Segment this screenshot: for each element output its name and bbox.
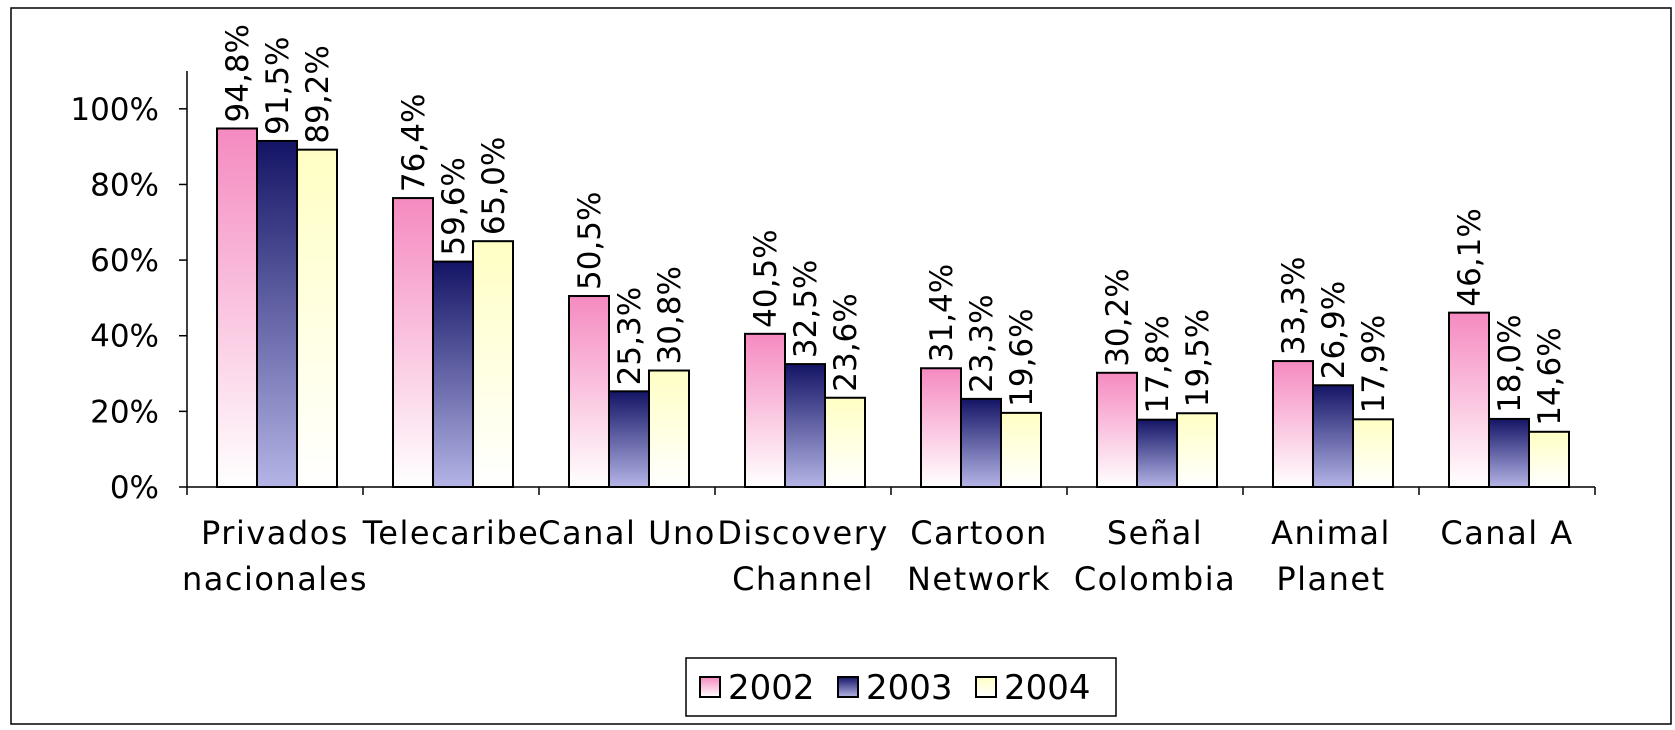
bar — [568, 295, 610, 488]
legend-label: 2004 — [1004, 668, 1091, 708]
y-tick-label: 0% — [110, 470, 159, 506]
x-tick-label: Canal A — [1440, 514, 1573, 552]
x-tick-label: Privados nacionales — [182, 514, 368, 598]
bar — [608, 390, 650, 489]
value-label: 25,3% — [612, 287, 648, 385]
value-label: 91,5% — [260, 36, 296, 134]
value-label: 17,9% — [1356, 315, 1392, 413]
bar — [824, 396, 866, 488]
y-tick-label: 100% — [70, 92, 159, 128]
bar — [648, 369, 690, 488]
bar — [784, 363, 826, 488]
bar — [744, 332, 786, 488]
value-label: 26,9% — [1316, 281, 1352, 379]
value-label: 19,6% — [1004, 308, 1040, 406]
value-label: 30,2% — [1100, 268, 1136, 366]
x-tick-label: Animal Planet — [1271, 514, 1391, 598]
bar — [1352, 418, 1394, 488]
bar — [256, 139, 298, 489]
value-label: 46,1% — [1452, 208, 1488, 306]
value-label: 19,5% — [1180, 309, 1216, 407]
bar — [216, 127, 258, 488]
y-tick-label: 80% — [90, 167, 159, 203]
value-label: 32,5% — [788, 260, 824, 358]
value-label: 76,4% — [396, 94, 432, 192]
value-label: 89,2% — [300, 45, 336, 143]
bar — [960, 397, 1002, 488]
legend-label: 2003 — [866, 668, 953, 708]
legend-swatch — [975, 676, 997, 698]
value-label: 18,0% — [1492, 314, 1528, 412]
bar — [432, 260, 474, 488]
value-label: 33,3% — [1276, 257, 1312, 355]
bar — [1272, 360, 1314, 489]
bar — [1136, 418, 1178, 488]
bar — [1096, 371, 1138, 488]
x-tick-label: Canal Uno — [538, 514, 716, 552]
bar — [920, 367, 962, 489]
value-label: 14,6% — [1532, 327, 1568, 425]
y-tick-label: 20% — [90, 394, 159, 430]
bar — [296, 148, 338, 489]
x-tick-label: Telecaribe — [362, 514, 540, 552]
value-label: 50,5% — [572, 192, 608, 290]
bar — [1488, 417, 1530, 488]
legend-box — [685, 657, 1117, 717]
y-tick-label: 60% — [90, 243, 159, 279]
y-tick-label: 40% — [90, 319, 159, 355]
value-label: 23,6% — [828, 293, 864, 391]
value-label: 30,8% — [652, 266, 688, 364]
legend-swatch — [699, 676, 721, 698]
value-label: 17,8% — [1140, 315, 1176, 413]
bar — [1312, 384, 1354, 489]
value-label: 31,4% — [924, 264, 960, 362]
bar — [1000, 411, 1042, 489]
legend-swatch — [837, 676, 859, 698]
bar — [1528, 430, 1570, 489]
x-tick-label: Discovery Channel — [717, 514, 889, 598]
x-tick-label: Señal Colombia — [1074, 514, 1236, 598]
bar — [1176, 412, 1218, 488]
value-label: 40,5% — [748, 229, 784, 327]
bar — [472, 240, 514, 488]
bar — [1448, 311, 1490, 488]
x-tick-label: Cartoon Network — [907, 514, 1051, 598]
legend-label: 2002 — [728, 668, 815, 708]
value-label: 65,0% — [476, 137, 512, 235]
bar — [392, 197, 434, 488]
value-label: 59,6% — [436, 157, 472, 255]
value-label: 23,3% — [964, 294, 1000, 392]
value-label: 94,8% — [220, 24, 256, 122]
